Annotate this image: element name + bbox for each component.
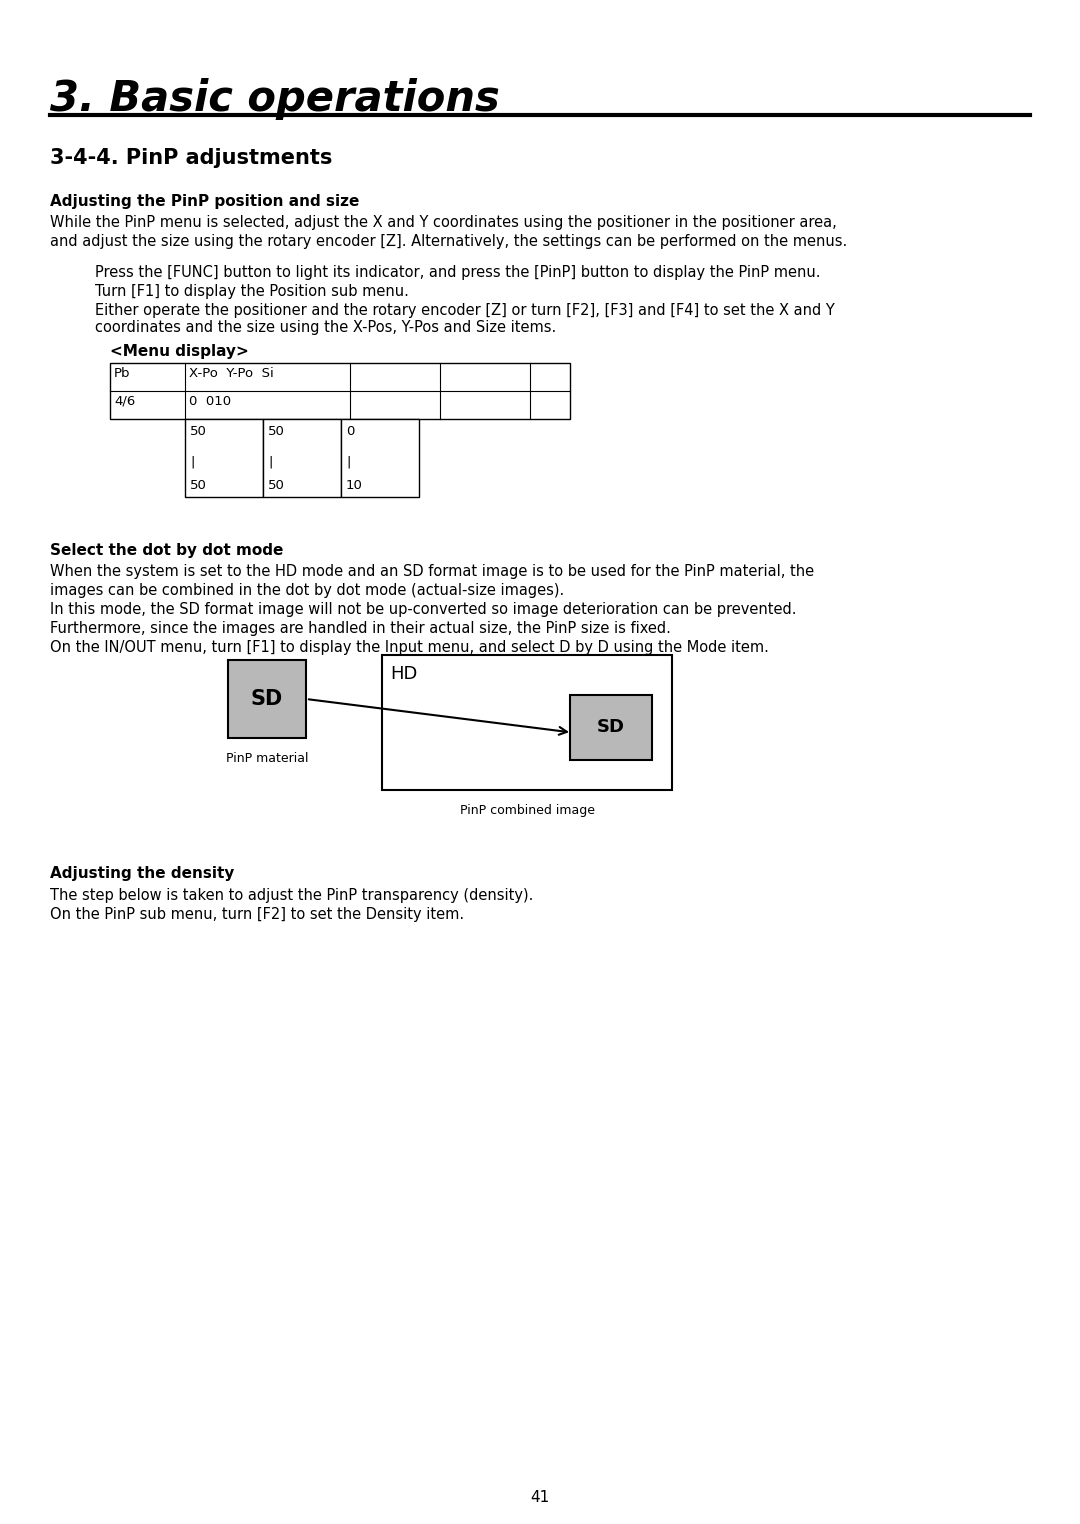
Text: Press the [FUNC] button to light its indicator, and press the [PinP] button to d: Press the [FUNC] button to light its ind… bbox=[95, 265, 821, 280]
Text: 3-4-4. PinP adjustments: 3-4-4. PinP adjustments bbox=[50, 148, 333, 168]
Text: 0  010: 0 010 bbox=[189, 395, 231, 408]
Text: |: | bbox=[190, 456, 194, 469]
Text: Furthermore, since the images are handled in their actual size, the PinP size is: Furthermore, since the images are handle… bbox=[50, 620, 671, 636]
Text: SD: SD bbox=[251, 689, 283, 709]
Text: On the PinP sub menu, turn [F2] to set the Density item.: On the PinP sub menu, turn [F2] to set t… bbox=[50, 907, 464, 922]
Text: |: | bbox=[346, 456, 350, 469]
Text: Either operate the positioner and the rotary encoder [Z] or turn [F2], [F3] and : Either operate the positioner and the ro… bbox=[95, 303, 835, 319]
Text: and adjust the size using the rotary encoder [Z]. Alternatively, the settings ca: and adjust the size using the rotary enc… bbox=[50, 235, 847, 248]
Text: The step below is taken to adjust the PinP transparency (density).: The step below is taken to adjust the Pi… bbox=[50, 888, 534, 904]
Bar bbox=[185, 419, 264, 497]
Text: Select the dot by dot mode: Select the dot by dot mode bbox=[50, 543, 283, 558]
Text: 50: 50 bbox=[190, 425, 207, 437]
Text: SD: SD bbox=[597, 718, 625, 736]
Text: PinP material: PinP material bbox=[226, 751, 308, 765]
Text: In this mode, the SD format image will not be up-converted so image deterioratio: In this mode, the SD format image will n… bbox=[50, 602, 797, 617]
Text: X-Po  Y-Po  Si: X-Po Y-Po Si bbox=[189, 367, 273, 379]
Bar bbox=[341, 419, 419, 497]
Text: 0: 0 bbox=[346, 425, 354, 437]
Text: 50: 50 bbox=[268, 479, 285, 492]
Text: images can be combined in the dot by dot mode (actual-size images).: images can be combined in the dot by dot… bbox=[50, 584, 564, 597]
Text: 41: 41 bbox=[530, 1490, 550, 1506]
Bar bbox=[264, 419, 341, 497]
Text: HD: HD bbox=[390, 664, 417, 683]
Text: 50: 50 bbox=[190, 479, 207, 492]
Text: When the system is set to the HD mode and an SD format image is to be used for t: When the system is set to the HD mode an… bbox=[50, 564, 814, 579]
Text: |: | bbox=[268, 456, 272, 469]
Text: Pb: Pb bbox=[114, 367, 131, 379]
Text: PinP combined image: PinP combined image bbox=[459, 805, 594, 817]
Text: coordinates and the size using the X-Pos, Y-Pos and Size items.: coordinates and the size using the X-Pos… bbox=[95, 320, 556, 335]
Text: On the IN/OUT menu, turn [F1] to display the Input menu, and select D by D using: On the IN/OUT menu, turn [F1] to display… bbox=[50, 640, 769, 655]
Text: Adjusting the PinP position and size: Adjusting the PinP position and size bbox=[50, 194, 360, 209]
Text: <Menu display>: <Menu display> bbox=[110, 344, 248, 360]
Text: 4/6: 4/6 bbox=[114, 395, 135, 408]
Text: Turn [F1] to display the Position sub menu.: Turn [F1] to display the Position sub me… bbox=[95, 283, 409, 299]
Text: 50: 50 bbox=[268, 425, 285, 437]
Text: 3. Basic operations: 3. Basic operations bbox=[50, 78, 500, 120]
Bar bbox=[570, 695, 652, 760]
Bar bbox=[228, 660, 306, 738]
Text: Adjusting the density: Adjusting the density bbox=[50, 866, 234, 881]
Bar bbox=[382, 655, 672, 789]
Text: 10: 10 bbox=[346, 479, 363, 492]
Bar bbox=[110, 363, 570, 419]
Text: While the PinP menu is selected, adjust the X and Y coordinates using the positi: While the PinP menu is selected, adjust … bbox=[50, 215, 837, 230]
